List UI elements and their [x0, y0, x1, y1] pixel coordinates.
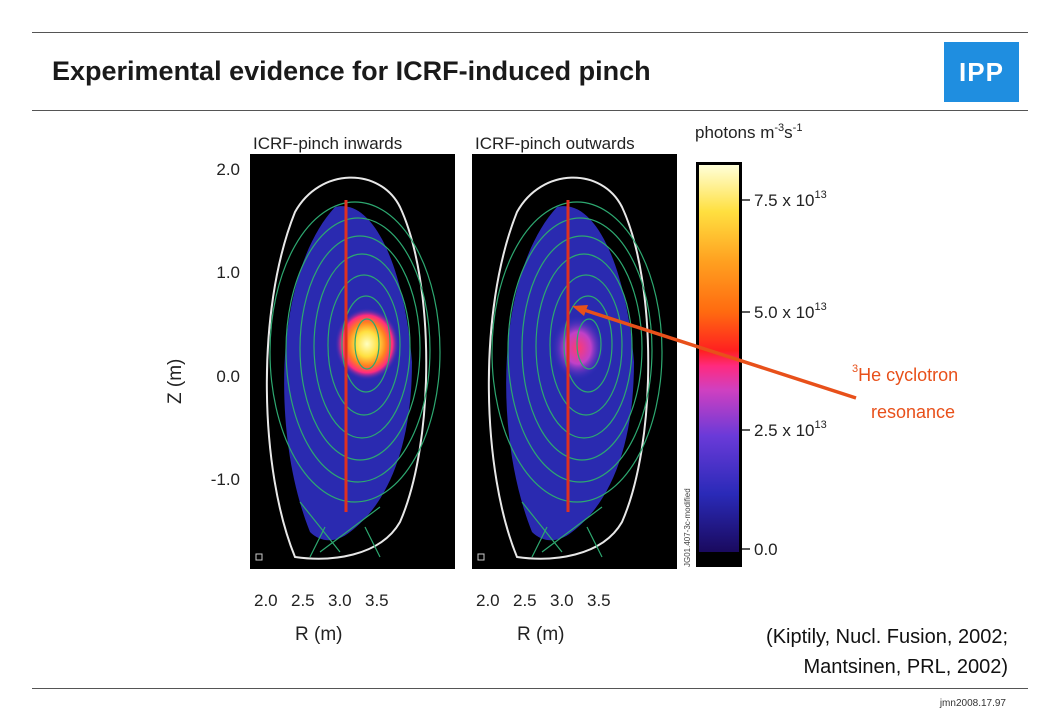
citation-line: Mantsinen, PRL, 2002)	[803, 656, 1008, 678]
title-rule	[32, 110, 1028, 111]
x-axis-label: R (m)	[295, 624, 342, 645]
y-axis: 2.0 1.0 0.0 -1.0 Z (m)	[165, 160, 240, 489]
colorbar-tick: 7.5 x 1013	[754, 189, 827, 210]
x-tick-label: 3.5	[365, 591, 389, 610]
x-tick-label: 2.0	[254, 591, 278, 610]
panel-right-title: ICRF-pinch outwards	[475, 134, 635, 153]
x-tick-label: 3.0	[550, 591, 574, 610]
bottom-rule	[32, 688, 1028, 689]
x-axis-left: 2.0 2.5 3.0 3.5 R (m)	[254, 591, 389, 645]
slide-title: Experimental evidence for ICRF-induced p…	[52, 56, 651, 86]
x-tick-label: 2.5	[291, 591, 315, 610]
y-tick-label: 1.0	[216, 263, 240, 282]
x-tick-label: 3.5	[587, 591, 611, 610]
panel-left-title: ICRF-pinch inwards	[253, 134, 402, 153]
colorbar-tick: 2.5 x 1013	[754, 419, 827, 440]
panel-outwards: ICRF-pinch outwards	[472, 134, 677, 569]
colorbar-tick: 5.0 x 1013	[754, 301, 827, 322]
citation: (Kiptily, Nucl. Fusion, 2002; Mantsinen,…	[766, 622, 1008, 682]
y-tick-label: 0.0	[216, 367, 240, 386]
y-tick-label: 2.0	[216, 160, 240, 179]
figure-code: JG01.407-3c-modified	[683, 488, 692, 567]
top-rule	[32, 32, 1028, 33]
resonance-label-line2: resonance	[871, 402, 956, 422]
colorbar-tick: 0.0	[754, 540, 778, 559]
x-tick-label: 2.0	[476, 591, 500, 610]
x-tick-label: 2.5	[513, 591, 537, 610]
resonance-arrow	[572, 305, 857, 400]
panel-inwards: ICRF-pinch inwards	[250, 134, 455, 569]
ipp-logo: IPP	[944, 42, 1019, 102]
y-axis-label: Z (m)	[165, 359, 186, 404]
x-axis-label: R (m)	[517, 624, 564, 645]
footer-id: jmn2008.17.97	[939, 698, 1006, 709]
colorbar-title: photons m-3s-1	[695, 122, 802, 142]
resonance-label-line1: 3He cyclotron	[852, 363, 959, 385]
y-tick-label: -1.0	[211, 470, 240, 489]
x-axis-right: 2.0 2.5 3.0 3.5 R (m)	[476, 591, 611, 645]
tomography-figure: ICRF-pinch inwards ICRF-pinch outwards	[165, 122, 857, 645]
colorbar: photons m-3s-1 7.5 x 1013 5.0 x 1013 2.5…	[683, 122, 827, 567]
x-tick-label: 3.0	[328, 591, 352, 610]
citation-line: (Kiptily, Nucl. Fusion, 2002;	[766, 626, 1008, 648]
